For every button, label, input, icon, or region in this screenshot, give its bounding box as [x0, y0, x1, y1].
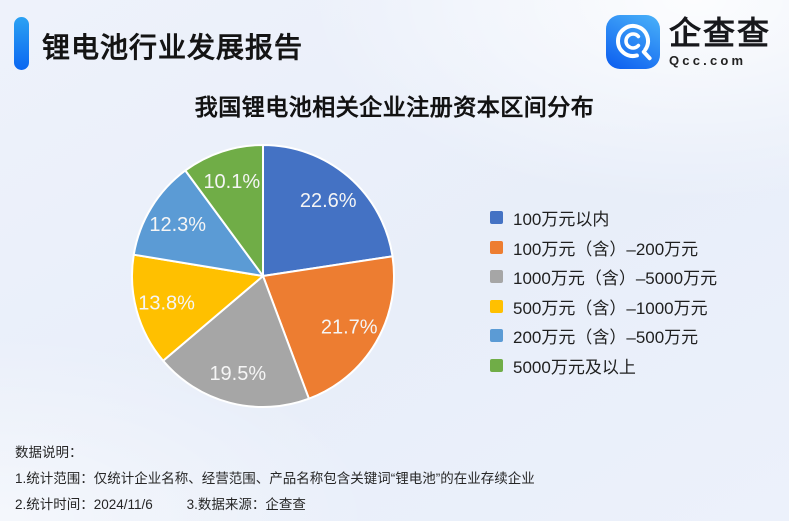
- legend-item: 500万元（含）–1000万元: [490, 292, 717, 322]
- legend-label: 200万元（含）–500万元: [513, 328, 699, 348]
- pie-slice: [184, 144, 264, 277]
- legend-item: 100万元（含）–200万元: [490, 233, 717, 263]
- pie-slice-label: 21.7%: [321, 317, 378, 339]
- legend-label: 5000万元及以上: [513, 357, 636, 377]
- legend-swatch: [490, 270, 503, 284]
- qcc-logo: 企查查 Qcc.com: [606, 15, 771, 69]
- logo-domain: Qcc.com: [669, 53, 747, 68]
- pie-chart: 22.6% 21.7% 19.5% 13.8% 12.3% 10.1%: [131, 144, 395, 408]
- chart-legend: 100万元以内 100万元（含）–200万元 1000万元（含）–5000万元 500…: [490, 203, 717, 380]
- legend-item: 200万元（含）–500万元: [490, 321, 717, 351]
- pie-slice-label: 12.3%: [149, 214, 206, 236]
- legend-item: 5000万元及以上: [490, 351, 717, 381]
- legend-swatch: [490, 329, 503, 343]
- notes-stat-time: 2.统计时间：2024/11/6: [15, 497, 153, 512]
- pie-slice-label: 10.1%: [203, 171, 260, 193]
- legend-swatch: [490, 211, 503, 225]
- pie-slice: [162, 275, 310, 408]
- pie-slice-label: 22.6%: [300, 190, 357, 212]
- legend-label: 100万元以内: [513, 210, 610, 230]
- legend-swatch: [490, 299, 503, 313]
- chart-title: 我国锂电池相关企业注册资本区间分布: [194, 94, 595, 120]
- logo-name: 企查查: [669, 15, 772, 51]
- legend-item: 100万元以内: [490, 203, 717, 233]
- legend-label: 1000万元（含）–5000万元: [513, 269, 718, 289]
- header-accent-bar: [14, 17, 29, 70]
- legend-label: 100万元（含）–200万元: [513, 239, 699, 259]
- pie-slice: [132, 169, 264, 277]
- pie-slice: [262, 144, 394, 277]
- notes: 数据说明： 1.统计范围：仅统计企业名称、经营范围、产品名称包含关键词“锂电池”…: [15, 440, 535, 518]
- legend-swatch: [490, 240, 503, 254]
- pie-slice-label: 13.8%: [138, 293, 195, 315]
- legend-item: 1000万元（含）–5000万元: [490, 262, 717, 292]
- pie-slice: [131, 253, 264, 362]
- notes-heading: 数据说明：: [15, 445, 83, 460]
- legend-swatch: [490, 358, 503, 372]
- qcc-magnifier-icon: [606, 15, 660, 69]
- pie-slice-label: 19.5%: [209, 363, 266, 385]
- report-title: 锂电池行业发展报告: [42, 32, 304, 63]
- qcc-logo-text: 企查查 Qcc.com: [669, 15, 771, 68]
- notes-data-source: 3.数据来源：企查查: [186, 497, 306, 512]
- notes-line-2: 2.统计时间：2024/11/6 3.数据来源：企查查: [15, 492, 535, 518]
- notes-line-1: 1.统计范围：仅统计企业名称、经营范围、产品名称包含关键词“锂电池”的在业存续企…: [15, 471, 535, 486]
- legend-label: 500万元（含）–1000万元: [513, 298, 708, 318]
